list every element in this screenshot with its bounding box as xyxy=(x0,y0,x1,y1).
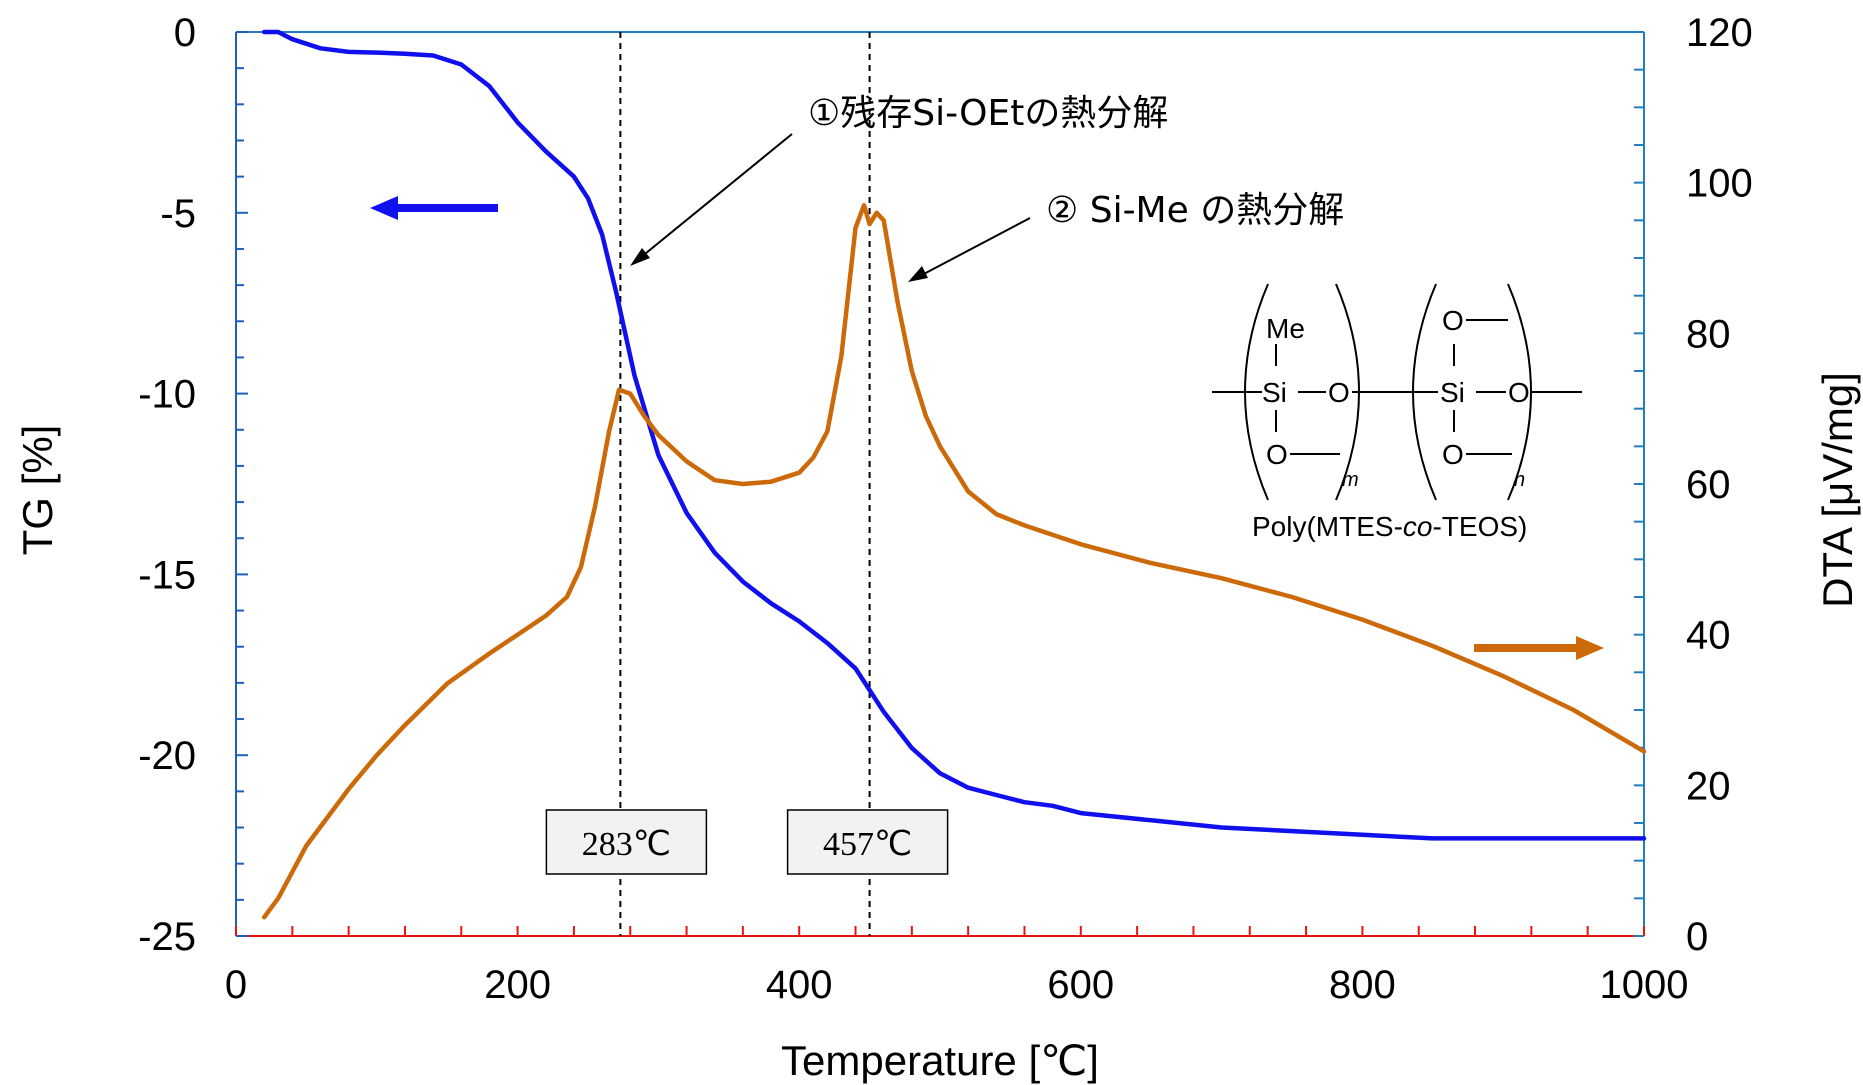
o-label-4: O xyxy=(1442,305,1464,336)
dta-axis-arrow xyxy=(1474,636,1604,660)
o-label-3: O xyxy=(1508,377,1530,408)
temperature-label: 283℃ xyxy=(582,826,671,863)
left-tick-label: 0 xyxy=(174,11,196,55)
bracket-right-n xyxy=(1507,283,1532,501)
x-tick-label: 600 xyxy=(1047,963,1114,1007)
temperature-label: 457℃ xyxy=(823,826,912,863)
peak1-annotation: ①残存Si-OEtの熱分解 xyxy=(808,93,1168,134)
right-tick-label: 60 xyxy=(1686,463,1731,507)
me-label: Me xyxy=(1266,313,1305,344)
polymer-caption: Poly(MTES-co-TEOS) xyxy=(1252,511,1527,542)
peak1-arrow xyxy=(630,133,793,266)
peak2-arrow xyxy=(908,217,1031,282)
left-y-axis-title: TG [%] xyxy=(14,425,61,556)
peak2-annotation: ② Si-Me の熱分解 xyxy=(1046,190,1344,231)
right-y-axis-title: DTA [μV/mg] xyxy=(1814,372,1861,608)
right-tick-label: 40 xyxy=(1686,614,1731,658)
o-label-5: O xyxy=(1442,439,1464,470)
left-tick-label: -20 xyxy=(138,734,196,778)
reference-lines: 283℃ 457℃ xyxy=(545,32,949,936)
subscript-n: n xyxy=(1514,469,1525,491)
temperature-label-box xyxy=(545,809,708,875)
tg-series-line xyxy=(261,29,1647,841)
left-tick-label: -5 xyxy=(160,192,196,236)
tg-axis-arrow xyxy=(370,196,498,220)
polymer-structure: Me Si O O Si O O O m n Poly(MTES-co-TEOS… xyxy=(1212,283,1582,542)
si-label-1: Si xyxy=(1262,377,1287,408)
right-tick-label: 100 xyxy=(1686,162,1753,206)
x-axis-ticks: 0 200 400 600 800 1000 xyxy=(225,926,1689,1007)
right-tick-label: 80 xyxy=(1686,312,1731,356)
x-tick-label: 400 xyxy=(766,963,833,1007)
right-y-axis-ticks: 120 100 80 60 40 20 0 xyxy=(1634,11,1753,959)
subscript-m: m xyxy=(1342,469,1359,491)
x-axis-title: Temperature [℃] xyxy=(781,1037,1099,1084)
o-label-1: O xyxy=(1328,377,1350,408)
left-tick-label: -25 xyxy=(138,915,196,959)
x-tick-label: 0 xyxy=(225,963,247,1007)
si-label-2: Si xyxy=(1440,377,1465,408)
x-tick-label: 1000 xyxy=(1600,963,1689,1007)
left-tick-label: -10 xyxy=(138,373,196,417)
temperature-label-box xyxy=(786,809,949,875)
right-tick-label: 0 xyxy=(1686,915,1708,959)
right-tick-label: 20 xyxy=(1686,764,1731,808)
dta-series-line xyxy=(261,203,1647,920)
right-tick-label: 120 xyxy=(1686,11,1753,55)
o-label-2: O xyxy=(1266,439,1288,470)
left-tick-label: -15 xyxy=(138,553,196,597)
x-tick-label: 800 xyxy=(1329,963,1396,1007)
left-y-axis-ticks: 0 -5 -10 -15 -20 -25 xyxy=(138,11,248,959)
x-tick-label: 200 xyxy=(484,963,551,1007)
